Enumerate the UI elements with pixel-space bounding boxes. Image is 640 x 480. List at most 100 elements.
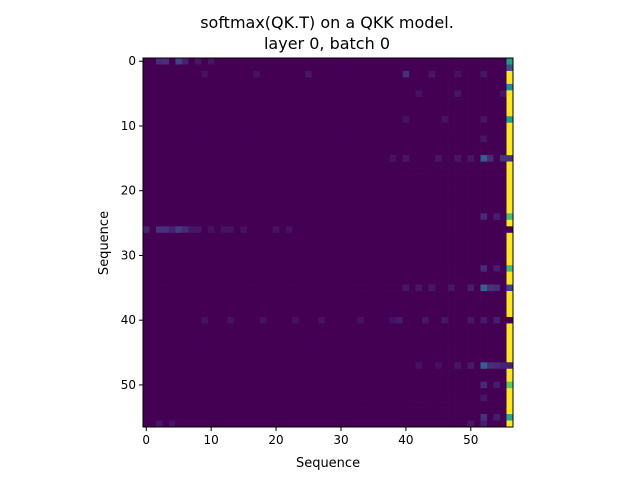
heatmap-cell [422,232,429,240]
heatmap-cell [233,77,241,85]
heatmap-cell [461,362,468,370]
heatmap-cell [194,245,202,253]
heatmap-cell [344,252,352,260]
heatmap-cell [422,213,429,221]
heatmap-cell [441,284,449,292]
heatmap-cell [279,96,287,104]
heatmap-cell [311,252,319,260]
heatmap-cell [220,375,228,383]
heatmap-cell [487,265,494,272]
heatmap-cell [474,226,481,234]
heatmap-cell [363,58,371,65]
heatmap-cell [448,388,455,395]
heatmap-cell [305,323,313,331]
x-tick-label: 50 [463,433,478,447]
heatmap-cell [454,109,462,117]
heatmap-cell [409,414,416,421]
heatmap-cell [214,329,222,337]
heatmap-cell [357,206,365,214]
heatmap-cell [337,407,345,415]
heatmap-cell [500,90,507,98]
heatmap-cell [337,206,345,214]
heatmap-cell [240,174,248,182]
heatmap-cell [422,129,429,137]
heatmap-cell [233,226,241,234]
heatmap-cell [266,316,274,324]
heatmap-cell [201,323,209,331]
heatmap-cell [188,239,196,247]
heatmap-cell [344,90,352,98]
heatmap-cell [474,70,481,78]
heatmap-cell [143,122,150,130]
heatmap-cell [311,213,319,221]
heatmap-cell [240,206,248,214]
heatmap-cell [474,161,481,169]
heatmap-cell [415,304,423,311]
heatmap-cell [506,252,514,260]
heatmap-cell [389,148,397,156]
heatmap-cell [149,284,157,292]
heatmap-cell [253,70,261,78]
heatmap-cell [246,174,254,182]
heatmap-cell [428,245,436,253]
heatmap-cell [415,291,423,298]
heatmap-cell [389,142,397,149]
heatmap-cell [175,284,183,292]
heatmap-cell [441,193,449,201]
heatmap-cell [506,349,514,357]
heatmap-cell [233,83,241,91]
heatmap-cell [168,310,176,318]
heatmap-cell [175,148,183,156]
heatmap-cell [506,200,514,208]
heatmap-cell [227,265,235,272]
heatmap-cell [467,342,475,350]
heatmap-cell [181,213,189,221]
heatmap-cell [506,323,514,331]
heatmap-cell [168,64,176,72]
heatmap-cell [324,58,332,65]
heatmap-cell [480,103,488,111]
heatmap-cell [350,420,358,428]
heatmap-cell [298,232,306,240]
heatmap-cell [454,90,462,98]
heatmap-cell [454,265,462,272]
heatmap-cell [363,135,371,143]
heatmap-cell [376,181,384,188]
heatmap-cell [409,122,416,130]
heatmap-cell [149,103,157,111]
heatmap-cell [318,219,326,227]
heatmap-cell [201,245,209,253]
heatmap-cell [441,304,449,311]
heatmap-cell [175,388,183,395]
heatmap-cell [162,148,170,156]
heatmap-cell [272,323,280,331]
heatmap-cell [220,291,228,298]
heatmap-cell [272,304,280,311]
heatmap-cell [500,58,507,65]
heatmap-cell [493,375,501,383]
heatmap-cell [324,168,332,175]
heatmap-cell [441,109,449,117]
heatmap-cell [428,232,436,240]
heatmap-cell [402,129,410,137]
heatmap-cell [389,394,397,402]
heatmap-cell [461,58,468,65]
heatmap-cell [350,200,358,208]
heatmap-cell [298,349,306,357]
heatmap-cell [240,70,248,78]
heatmap-cell [415,90,423,98]
heatmap-cell [168,161,176,169]
heatmap-cell [162,252,170,260]
heatmap-cell [292,103,300,111]
heatmap-cell [207,135,215,143]
heatmap-cell [292,219,300,227]
heatmap-cell [396,142,403,149]
heatmap-cell [324,219,332,227]
heatmap-cell [331,407,339,415]
heatmap-cell [448,291,455,298]
heatmap-cell [383,213,391,221]
heatmap-cell [337,388,345,395]
heatmap-cell [253,355,261,363]
heatmap-cell [168,155,176,162]
heatmap-cell [272,394,280,402]
